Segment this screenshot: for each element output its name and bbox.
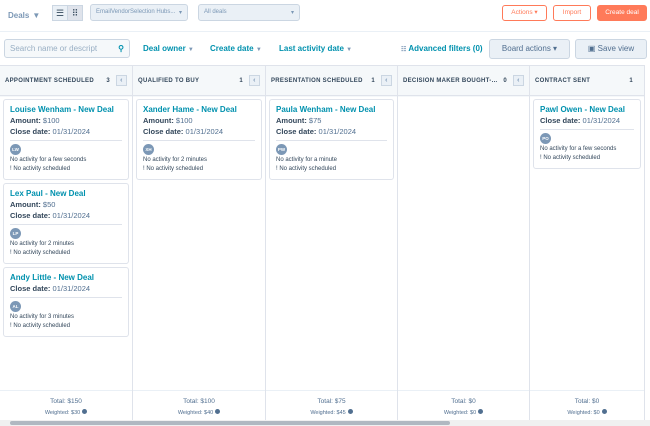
page-title[interactable]: Deals ▼: [8, 11, 41, 20]
deal-amount: Amount: $100: [10, 116, 60, 125]
deal-close-date: Close date: 01/31/2024: [10, 127, 91, 136]
column-body: Pawl Owen - New Deal Close date: 01/31/20…: [530, 97, 644, 390]
save-icon: ▣: [587, 44, 596, 53]
activity-status: No activity for a few seconds: [540, 146, 617, 152]
deal-card[interactable]: Pawl Owen - New Deal Close date: 01/31/20…: [533, 99, 641, 169]
last-activity-filter[interactable]: Last activity date ▼: [279, 44, 353, 53]
create-deal-button[interactable]: Create deal: [597, 5, 647, 21]
column-totals: Total: $100 Weighted: $40: [133, 390, 265, 420]
chevron-down-icon: ▼: [32, 11, 41, 20]
column-totals: Total: $0 Weighted: $0: [530, 390, 644, 420]
scheduled-status: ! No activity scheduled: [10, 166, 71, 172]
activity-status: No activity for a minute: [276, 157, 338, 163]
column-totals: Total: $0 Weighted: $0: [398, 390, 529, 420]
search-input[interactable]: Search name or descript ⚲: [4, 39, 130, 58]
actions-button[interactable]: Actions ▾: [502, 5, 547, 21]
scheduled-status: ! No activity scheduled: [10, 250, 71, 256]
column-header: QUALIFIED TO BUY 1 ‹: [133, 66, 265, 96]
search-icon: ⚲: [118, 44, 124, 53]
column-totals: Total: $75 Weighted: $45: [266, 390, 397, 420]
column-header: CONTRACT SENT 1: [530, 66, 644, 96]
column-header: DECISION MAKER BOUGHT-... 0 ‹: [398, 66, 529, 96]
column-body: Paula Wenham - New Deal Amount: $75 Close …: [266, 97, 397, 390]
pipeline-select[interactable]: EmailVendorSelection Hubs... ▾: [90, 4, 188, 21]
avatar[interactable]: AL: [10, 301, 21, 312]
deal-amount: Amount: $100: [143, 116, 193, 125]
deal-card[interactable]: Louise Wenham - New Deal Amount: $100 Clos…: [3, 99, 129, 180]
avatar[interactable]: LW: [10, 144, 21, 155]
activity-status: No activity for a few seconds: [10, 157, 87, 163]
avatar[interactable]: LP: [10, 228, 21, 239]
deal-card[interactable]: Andy Little - New Deal Close date: 01/31/…: [3, 267, 129, 337]
pipeline-column: QUALIFIED TO BUY 1 ‹ Xander Hame - New Deal…: [133, 66, 266, 420]
pipeline-column: CONTRACT SENT 1 Pawl Owen - New Deal Close …: [530, 66, 645, 420]
avatar[interactable]: PO: [540, 133, 551, 144]
deal-name-link[interactable]: Louise Wenham - New Deal: [10, 105, 114, 114]
advanced-filters-button[interactable]: ☷ Advanced filters (0): [401, 44, 483, 53]
deal-card[interactable]: Lex Paul - New Deal Amount: $50 Close date…: [3, 183, 129, 264]
deal-card[interactable]: Paula Wenham - New Deal Amount: $75 Close …: [269, 99, 394, 180]
filter-icon: ☷: [401, 47, 407, 53]
avatar[interactable]: PW: [276, 144, 287, 155]
deal-name-link[interactable]: Lex Paul - New Deal: [10, 189, 86, 198]
column-body: Xander Hame - New Deal Amount: $100 Close …: [133, 97, 265, 390]
activity-status: No activity for 3 minutes: [10, 314, 75, 320]
board-view-button[interactable]: ⠿: [67, 5, 83, 21]
deal-name-link[interactable]: Xander Hame - New Deal: [143, 105, 237, 114]
info-icon[interactable]: [215, 409, 221, 414]
collapse-column-button[interactable]: ‹: [381, 75, 392, 86]
list-view-button[interactable]: ☰: [52, 5, 68, 21]
pipeline-column: PRESENTATION SCHEDULED 1 ‹ Paula Wenham - N…: [266, 66, 398, 420]
deal-close-date: Close date: 01/31/2024: [10, 284, 91, 293]
pipeline-column: DECISION MAKER BOUGHT-... 0 ‹ Total: $0 Weig…: [398, 66, 530, 420]
pipeline-column: APPOINTMENT SCHEDULED 3 ‹ Louise Wenham - N…: [0, 66, 133, 420]
import-button[interactable]: Import: [553, 5, 591, 21]
collapse-column-button[interactable]: ‹: [513, 75, 524, 86]
scheduled-status: ! No activity scheduled: [10, 323, 71, 329]
scheduled-status: ! No activity scheduled: [540, 155, 601, 161]
deal-name-link[interactable]: Pawl Owen - New Deal: [540, 105, 625, 114]
info-icon[interactable]: [601, 409, 607, 414]
deal-amount: Amount: $50: [10, 200, 56, 209]
avatar[interactable]: XH: [143, 144, 154, 155]
divider: [0, 31, 650, 32]
deal-owner-filter[interactable]: Deal owner ▼: [143, 44, 194, 53]
deal-name-link[interactable]: Paula Wenham - New Deal: [276, 105, 376, 114]
activity-status: No activity for 2 minutes: [143, 157, 208, 163]
column-body: Louise Wenham - New Deal Amount: $100 Clos…: [0, 97, 132, 390]
collapse-column-button[interactable]: ‹: [116, 75, 127, 86]
collapse-column-button[interactable]: ‹: [249, 75, 260, 86]
deal-board: APPOINTMENT SCHEDULED 3 ‹ Louise Wenham - N…: [0, 65, 645, 420]
deal-name-link[interactable]: Andy Little - New Deal: [10, 273, 95, 282]
deal-close-date: Close date: 01/31/2024: [10, 211, 91, 220]
column-header: PRESENTATION SCHEDULED 1 ‹: [266, 66, 397, 96]
scheduled-status: ! No activity scheduled: [143, 166, 204, 172]
scheduled-status: ! No activity scheduled: [276, 166, 337, 172]
deal-close-date: Close date: 01/31/2024: [143, 127, 224, 136]
save-view-button[interactable]: ▣ Save view: [575, 39, 647, 59]
horizontal-scrollbar[interactable]: [10, 421, 450, 425]
deal-close-date: Close date: 01/31/2024: [540, 116, 621, 125]
column-header: APPOINTMENT SCHEDULED 3 ‹: [0, 66, 132, 96]
deal-close-date: Close date: 01/31/2024: [276, 127, 357, 136]
column-totals: Total: $150 Weighted: $30: [0, 390, 132, 420]
info-icon[interactable]: [347, 409, 353, 414]
column-body: [398, 97, 529, 390]
create-date-filter[interactable]: Create date ▼: [210, 44, 262, 53]
activity-status: No activity for 2 minutes: [10, 241, 75, 247]
deal-card[interactable]: Xander Hame - New Deal Amount: $100 Close …: [136, 99, 262, 180]
info-icon[interactable]: [82, 409, 88, 414]
board-actions-button[interactable]: Board actions ▾: [489, 39, 570, 59]
deal-amount: Amount: $75: [276, 116, 322, 125]
view-select[interactable]: All deals ▾: [198, 4, 300, 21]
info-icon[interactable]: [478, 409, 484, 414]
